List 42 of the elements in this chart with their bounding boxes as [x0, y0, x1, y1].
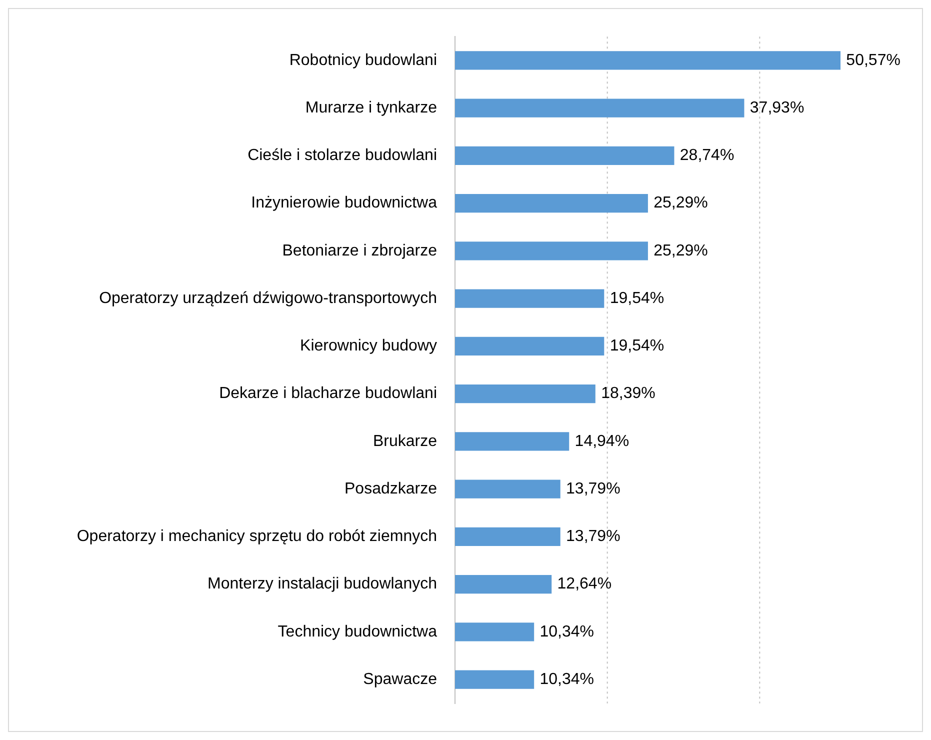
bar	[455, 51, 841, 70]
y-tick-label: Operatorzy urządzeń dźwigowo-transportowych	[99, 290, 437, 307]
bar	[455, 289, 604, 308]
bar	[455, 480, 560, 498]
bar	[455, 194, 648, 213]
y-tick-label: Robotnicy budowlani	[289, 52, 437, 69]
y-tick-label: Betoniarze i zbrojarze	[282, 242, 438, 260]
bar	[455, 575, 552, 594]
data-label: 12,64%	[557, 576, 612, 593]
y-tick-label: Cieśle i stolarze budowlani	[248, 147, 437, 164]
data-label: 28,74%	[680, 147, 734, 164]
bar	[455, 384, 596, 404]
data-label: 18,39%	[601, 385, 656, 402]
data-label: 19,54%	[610, 290, 664, 307]
y-tick-label: Brukarze	[372, 432, 438, 450]
y-tick-label: Spawacze	[363, 670, 438, 688]
y-tick-label: Posadzkarze	[344, 480, 438, 498]
y-tick-label: Operatorzy i mechanicy sprzętu do robót ziemnych	[76, 528, 437, 546]
data-label: 10,34%	[540, 623, 594, 640]
bar	[455, 242, 648, 260]
data-label: 14,94%	[574, 432, 630, 450]
y-tick-label: Inżynierowie budownictwa	[251, 194, 438, 212]
y-tick-label: Murarze i tynkarze	[305, 99, 438, 116]
data-label: 25,29%	[654, 194, 708, 212]
bar	[455, 336, 604, 356]
data-label: 13,79%	[566, 480, 620, 498]
bar	[455, 622, 534, 642]
bar	[455, 146, 674, 165]
data-label: 37,93%	[750, 99, 804, 116]
bar	[455, 527, 560, 546]
y-tick-label: Technicy budownictwa	[278, 623, 438, 640]
y-tick-label: Dekarze i blacharze budowlani	[219, 385, 437, 402]
data-label: 19,54%	[610, 338, 664, 355]
data-label: 10,34%	[540, 670, 594, 688]
y-tick-label: Kierownicy budowy	[300, 338, 437, 355]
data-label: 25,29%	[654, 242, 708, 260]
bar	[455, 98, 744, 118]
data-label: 13,79%	[566, 528, 620, 546]
y-tick-label: Monterzy instalacji budowlanych	[208, 576, 437, 593]
data-label: 50,57%	[846, 52, 900, 69]
bar	[455, 670, 534, 689]
bar	[455, 432, 570, 451]
